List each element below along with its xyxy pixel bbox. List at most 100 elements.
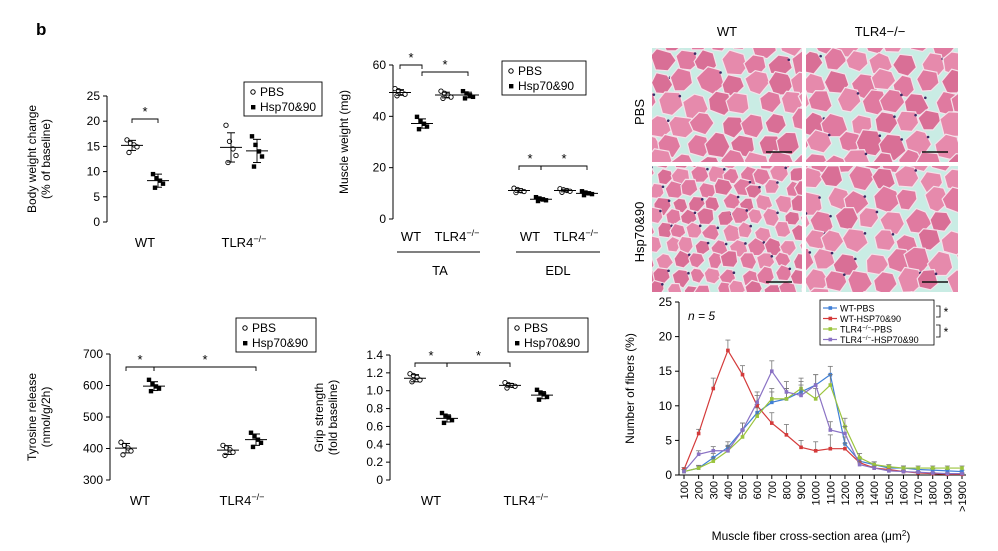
data-point [538, 390, 543, 395]
nucleus [854, 257, 857, 261]
y-tick-label: 300 [83, 473, 103, 487]
nucleus [748, 180, 752, 184]
group-label: WT [130, 493, 150, 508]
legend-label: TLR4−/−-HSP70&90 [840, 335, 919, 346]
nucleus [762, 241, 766, 244]
muscle-fiber [704, 195, 721, 213]
tyrosine-chart: 300 400 500 600 700 Tyrosine release (nmol/g/2… [25, 317, 317, 508]
data-point [740, 428, 745, 432]
y-tick-label: 700 [83, 347, 103, 361]
muscle-fiber [732, 48, 745, 50]
data-point [536, 397, 542, 402]
muscle-fiber [652, 48, 677, 72]
muscle-fiber [746, 208, 764, 225]
muscle-fiber [778, 239, 798, 257]
data-point [769, 369, 774, 373]
legend-box [243, 81, 323, 117]
data-point [462, 96, 468, 101]
x-tick-label: 300 [708, 481, 720, 499]
data-point [230, 449, 236, 455]
muscle-fiber [872, 151, 894, 162]
nucleus [776, 181, 779, 184]
muscle-fiber [916, 268, 939, 291]
legend-marker [828, 337, 833, 342]
muscle-fiber [740, 113, 765, 139]
y-tick-label: 10 [87, 165, 101, 179]
significance-star: * [442, 57, 447, 72]
data-point [784, 433, 789, 437]
nucleus [864, 152, 868, 156]
data-point [711, 448, 716, 453]
group-label: TLR4−/− [554, 228, 599, 244]
muscle-fiber [680, 178, 699, 197]
muscle-fiber [656, 168, 674, 186]
legend-marker-pbs [514, 325, 520, 331]
y-tick-label: 0 [665, 468, 672, 482]
muscle-fiber [669, 67, 694, 92]
significance-star: * [561, 151, 566, 166]
x-tick-label: >1900 [957, 481, 969, 512]
muscle-fiber [784, 210, 801, 226]
data-point [769, 397, 774, 401]
legend-marker-pbs [250, 89, 256, 95]
data-point [533, 194, 539, 200]
legend-label: TLR4−/−-PBS [840, 324, 892, 335]
nucleus [732, 271, 736, 274]
muscle-fiber [744, 69, 771, 96]
muscle-fiber [775, 131, 801, 156]
series-pbs [499, 380, 521, 391]
nucleus [900, 93, 903, 97]
data-point [521, 188, 527, 195]
legend-label-hsp: Hsp70&90 [252, 336, 308, 350]
legend-label-pbs: PBS [260, 85, 284, 99]
data-point [448, 94, 454, 100]
histology-wt-pbs [652, 48, 802, 162]
muscle-fiber [836, 86, 862, 113]
data-point [541, 392, 547, 397]
nucleus [706, 167, 709, 171]
nucleus [693, 211, 697, 215]
legend-label: WT-PBS [840, 304, 875, 314]
muscle-fiber [773, 220, 792, 238]
series-hsp7090 [531, 387, 553, 402]
group-label: TLR4−/− [222, 234, 267, 250]
significance-star: * [527, 151, 532, 166]
muscle-fiber [870, 67, 897, 91]
legend-label-pbs: PBS [524, 321, 548, 335]
data-point [460, 88, 466, 94]
data-point [696, 431, 701, 436]
muscle-fiber [675, 49, 699, 71]
data-point [857, 462, 862, 467]
y-tick-label: 0 [93, 215, 100, 229]
nucleus [652, 93, 656, 96]
data-point [857, 455, 862, 460]
nucleus [818, 196, 821, 199]
legend-box [501, 60, 587, 96]
muscle-fiber [848, 166, 876, 192]
nucleus [687, 253, 691, 257]
significance-bracket [131, 118, 159, 123]
data-point [579, 189, 585, 194]
nucleus [700, 198, 704, 201]
muscle-fiber [807, 89, 833, 113]
significance-star: * [408, 50, 413, 65]
data-point [930, 471, 935, 475]
nucleus [724, 242, 728, 246]
y-tick-label: 25 [659, 295, 673, 309]
legend-marker-hsp [509, 84, 514, 89]
data-point [901, 466, 906, 470]
muscle-fiber [946, 269, 958, 292]
series-hsp7090 [457, 88, 479, 101]
x-tick-label: 1700 [913, 481, 925, 505]
nucleus [698, 224, 702, 228]
data-point [828, 446, 833, 451]
muscle-fiber [791, 50, 802, 76]
group-label: WT [421, 493, 441, 508]
data-point [248, 430, 254, 435]
series-tlr4-hsp70-90 [681, 360, 965, 476]
series-pbs [435, 88, 457, 102]
data-point [769, 400, 774, 405]
data-point [813, 383, 818, 387]
legend-label-pbs: PBS [518, 64, 542, 78]
muscle-fiber [656, 166, 669, 169]
